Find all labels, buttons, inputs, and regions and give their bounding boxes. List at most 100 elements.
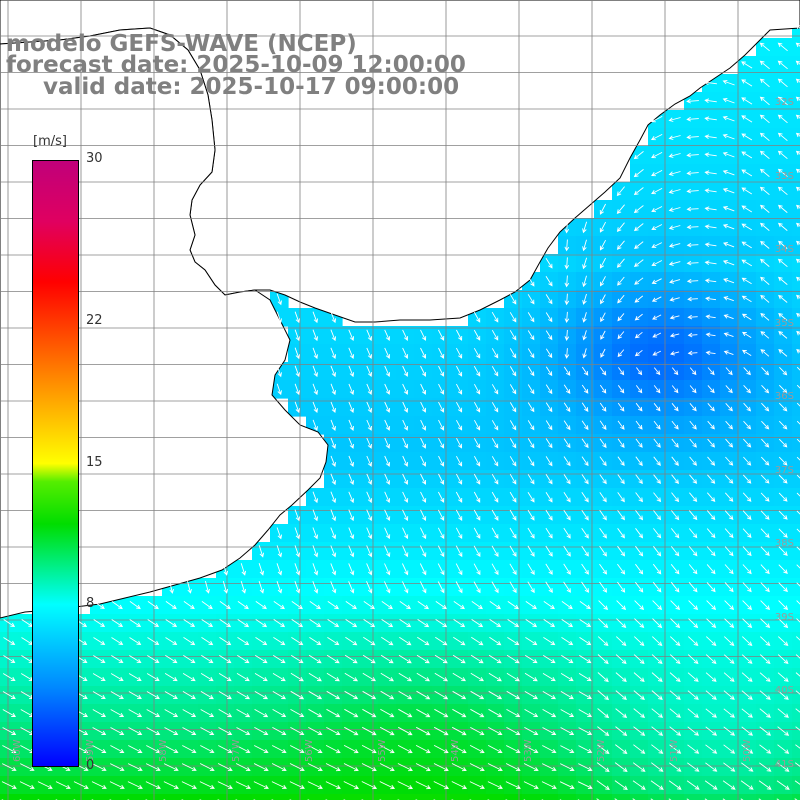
wind-vector-arrow	[741, 313, 752, 321]
wind-vector-arrow	[759, 60, 770, 70]
wind-vector-arrow	[581, 384, 589, 394]
wind-vector-arrow	[617, 420, 625, 430]
wind-vector-arrow	[325, 781, 341, 790]
wind-vector-arrow	[578, 763, 593, 771]
wind-vector-arrow	[380, 672, 394, 682]
wind-vector-arrow	[634, 277, 644, 285]
wind-vector-arrow	[778, 402, 788, 412]
wind-vector-arrow	[366, 419, 372, 431]
wind-vector-arrow	[163, 781, 179, 790]
wind-vector-arrow	[759, 150, 770, 160]
wind-vector-arrow	[527, 384, 535, 395]
wind-vector-arrow	[581, 563, 589, 575]
wind-vector-arrow	[796, 582, 800, 587]
wind-speed-cell	[378, 794, 397, 800]
wind-vector-arrow	[344, 708, 359, 718]
wind-speed-cell	[360, 794, 379, 800]
wind-vector-arrow	[563, 509, 571, 521]
wind-vector-arrow	[438, 383, 445, 395]
wind-vector-arrow	[633, 636, 645, 647]
wind-vector-arrow	[688, 546, 698, 557]
wind-vector-arrow	[778, 492, 788, 502]
wind-vector-arrow	[760, 582, 770, 593]
wind-vector-arrow	[671, 420, 679, 430]
wind-vector-arrow	[617, 438, 625, 448]
wind-vector-arrow	[614, 762, 628, 772]
wind-vector-arrow	[651, 672, 663, 683]
wind-vector-arrow	[650, 780, 664, 790]
wind-vector-arrow	[402, 455, 409, 467]
wind-vector-arrow	[469, 745, 485, 754]
wind-vector-arrow	[473, 347, 481, 359]
wind-vector-arrow	[183, 601, 195, 610]
wind-vector-arrow	[704, 780, 718, 790]
wind-vector-arrow	[560, 709, 575, 717]
coastline	[0, 0, 329, 619]
wind-vector-arrow	[760, 600, 771, 611]
wind-vector-arrow	[650, 115, 663, 123]
wind-vector-arrow	[128, 745, 143, 753]
wind-speed-cell	[108, 794, 127, 800]
wind-vector-arrow	[128, 673, 142, 681]
wind-vector-arrow	[633, 690, 645, 701]
wind-vector-arrow	[254, 727, 269, 736]
wind-vector-arrow	[420, 347, 427, 359]
wind-vector-arrow	[330, 509, 337, 522]
wind-vector-arrow	[491, 509, 499, 521]
wind-vector-arrow	[724, 528, 734, 539]
wind-vector-arrow	[470, 690, 485, 700]
wind-vector-arrow	[308, 654, 322, 664]
wind-speed-cell	[792, 578, 800, 597]
wind-vector-arrow	[254, 691, 269, 700]
wind-vector-arrow	[93, 637, 106, 646]
wind-vector-arrow	[760, 474, 770, 484]
wind-speed-cell	[756, 794, 775, 800]
wind-vector-arrow	[488, 672, 502, 682]
wind-vector-arrow	[759, 204, 770, 213]
wind-vector-arrow	[651, 296, 662, 302]
wind-speed-cell	[648, 794, 667, 800]
wind-vector-arrow	[384, 419, 391, 431]
wind-vector-arrow	[563, 384, 571, 394]
wind-vector-arrow	[777, 204, 788, 213]
wind-vector-arrow	[760, 546, 770, 556]
wind-vector-arrow	[796, 312, 800, 318]
wind-vector-arrow	[564, 293, 570, 306]
wind-vector-arrow	[777, 114, 788, 124]
longitude-label: 58W	[158, 739, 169, 762]
wind-vector-arrow	[545, 509, 553, 521]
wind-vector-arrow	[330, 545, 337, 558]
wind-vector-arrow	[384, 347, 391, 359]
wind-vector-arrow	[327, 601, 339, 610]
wind-vector-arrow	[2, 673, 16, 681]
longitude-label: 56W	[304, 739, 315, 762]
wind-vector-arrow	[545, 402, 553, 413]
wind-vector-arrow	[435, 619, 448, 628]
wind-speed-cell	[612, 794, 631, 800]
wind-vector-arrow	[777, 222, 788, 231]
wind-vector-arrow	[254, 673, 268, 682]
wind-vector-arrow	[471, 636, 484, 646]
wind-vector-arrow	[687, 314, 698, 320]
wind-vector-arrow	[687, 654, 699, 665]
wind-vector-arrow	[599, 366, 607, 376]
wind-vector-arrow	[509, 563, 517, 575]
wind-vector-arrow	[294, 365, 300, 378]
wind-vector-arrow	[651, 636, 663, 647]
wind-vector-arrow	[182, 727, 197, 735]
wind-vector-arrow	[706, 618, 717, 628]
wind-vector-arrow	[778, 456, 788, 466]
wind-vector-arrow	[509, 509, 517, 521]
wind-speed-cell	[720, 794, 739, 800]
wind-vector-arrow	[527, 312, 535, 323]
wind-vector-arrow	[327, 619, 340, 628]
wind-vector-arrow	[398, 654, 412, 664]
wind-vector-arrow	[236, 709, 251, 718]
wind-vector-arrow	[579, 619, 592, 628]
wind-vector-arrow	[361, 745, 377, 754]
wind-vector-arrow	[222, 563, 229, 576]
wind-vector-arrow	[706, 546, 716, 557]
latitude-label: 37S	[774, 464, 794, 476]
wind-vector-arrow	[616, 258, 625, 268]
